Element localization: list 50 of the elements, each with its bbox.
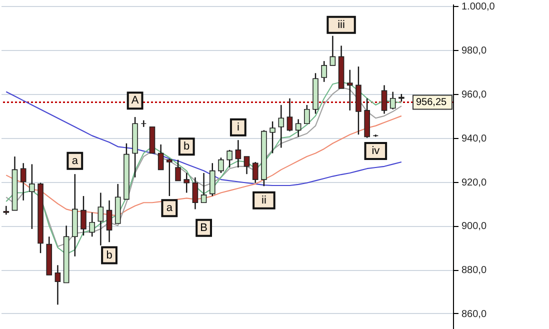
annotation: B bbox=[200, 222, 208, 234]
y-tick-label: 880,0 bbox=[462, 265, 487, 276]
annotation: b bbox=[106, 249, 112, 262]
y-tick-label: 1.000,0 bbox=[462, 2, 496, 13]
candlestick bbox=[54, 264, 61, 306]
annotation: a bbox=[72, 154, 79, 167]
candlestick bbox=[295, 118, 302, 138]
candlestick bbox=[226, 149, 232, 168]
candlestick bbox=[106, 200, 112, 243]
annotation: iii bbox=[338, 18, 345, 31]
candlestick bbox=[20, 162, 26, 202]
annotation: iv bbox=[372, 145, 380, 158]
candlestick bbox=[278, 104, 284, 148]
candlestick bbox=[321, 60, 328, 83]
candlestick bbox=[235, 139, 242, 168]
candlestick bbox=[286, 98, 293, 132]
candlestick bbox=[158, 144, 164, 170]
candlestick bbox=[80, 195, 86, 236]
candlestick bbox=[209, 162, 216, 197]
candlestick bbox=[184, 172, 190, 194]
annotation: A bbox=[131, 94, 140, 107]
candlestick bbox=[3, 205, 10, 216]
candlestick bbox=[381, 84, 388, 114]
annotation: b bbox=[184, 140, 190, 153]
y-tick-label: 980,0 bbox=[462, 46, 487, 57]
candlestick bbox=[192, 176, 198, 210]
y-tick-label: 920,0 bbox=[462, 177, 487, 188]
y-tick-label: 860,0 bbox=[462, 308, 487, 320]
ref-line-label: 956,25 bbox=[416, 97, 448, 108]
candlestick bbox=[330, 35, 336, 66]
annotation: ii bbox=[262, 194, 266, 206]
candlestick bbox=[372, 134, 379, 138]
candlestick bbox=[252, 161, 258, 184]
annotation: i bbox=[236, 121, 240, 134]
y-tick-label: 960,0 bbox=[462, 89, 487, 100]
candlestick bbox=[175, 159, 181, 182]
y-tick-label: 900,0 bbox=[462, 221, 487, 232]
candlestick bbox=[346, 69, 353, 112]
candlestick bbox=[390, 91, 396, 110]
y-tick-label: 940,0 bbox=[462, 133, 487, 144]
candlestick bbox=[218, 157, 224, 174]
candlestick bbox=[89, 212, 95, 238]
candlestick bbox=[244, 156, 250, 175]
candlestick bbox=[304, 104, 310, 124]
annotation: a bbox=[166, 202, 174, 214]
candlestick bbox=[166, 158, 172, 197]
candlestick bbox=[200, 172, 207, 204]
candlestick bbox=[270, 120, 276, 154]
line-series bbox=[6, 91, 402, 186]
candlestick bbox=[29, 164, 35, 230]
